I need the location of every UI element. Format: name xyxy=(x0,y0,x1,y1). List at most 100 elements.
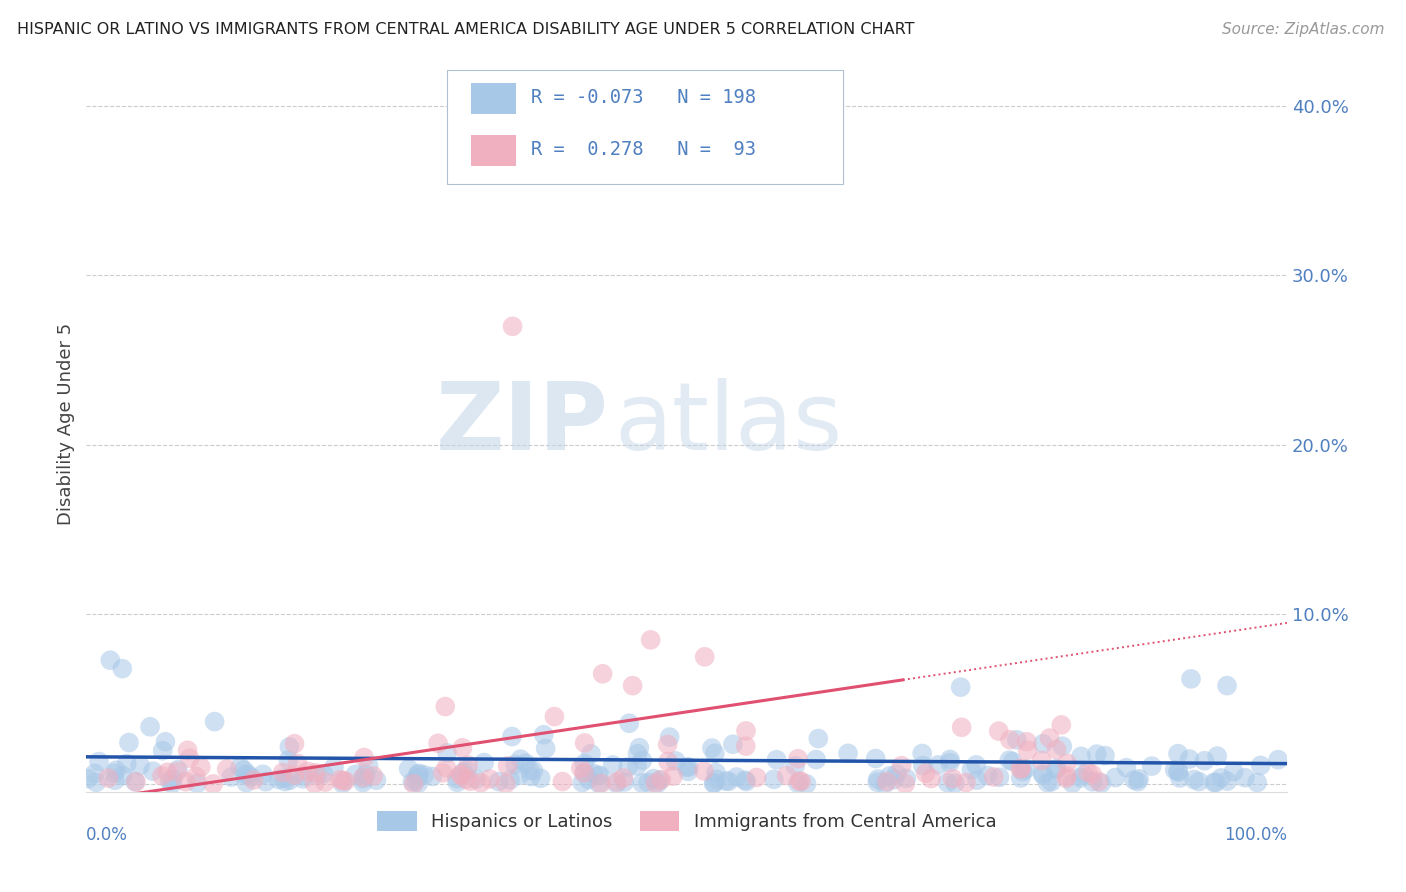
Point xyxy=(574,765,596,780)
Point xyxy=(323,760,346,774)
Point xyxy=(271,765,294,780)
Point xyxy=(312,767,335,781)
Point xyxy=(704,765,727,780)
Point xyxy=(1010,761,1032,775)
Point xyxy=(706,772,728,787)
Point xyxy=(125,774,148,789)
Point xyxy=(1167,747,1189,761)
Point xyxy=(278,773,301,788)
Point xyxy=(98,653,121,667)
Point xyxy=(920,772,942,786)
Point xyxy=(470,775,492,789)
Point xyxy=(543,709,565,723)
Point xyxy=(621,679,644,693)
Point xyxy=(1032,766,1054,780)
Point xyxy=(1010,771,1032,785)
Point xyxy=(354,767,377,781)
Point xyxy=(111,662,134,676)
Point xyxy=(522,764,544,778)
Point xyxy=(139,720,162,734)
Point xyxy=(1180,672,1202,686)
Point xyxy=(104,773,127,788)
Point xyxy=(363,769,385,783)
Point xyxy=(605,776,627,790)
Point xyxy=(703,776,725,790)
Point xyxy=(129,758,152,772)
Point xyxy=(569,761,592,775)
Point xyxy=(509,752,531,766)
Point xyxy=(941,772,963,786)
Point xyxy=(1085,747,1108,761)
Text: 0.0%: 0.0% xyxy=(86,826,128,844)
Point xyxy=(1168,771,1191,785)
Point xyxy=(219,770,242,784)
Point xyxy=(1073,767,1095,781)
Point xyxy=(460,774,482,789)
Point xyxy=(150,769,173,783)
Point xyxy=(179,751,201,765)
Point xyxy=(235,768,257,782)
Point xyxy=(1081,774,1104,789)
Point xyxy=(786,776,808,790)
Point xyxy=(87,755,110,769)
Point xyxy=(588,776,610,790)
Point xyxy=(1062,776,1084,790)
Point xyxy=(665,754,688,768)
Legend: Hispanics or Latinos, Immigrants from Central America: Hispanics or Latinos, Immigrants from Ce… xyxy=(370,804,1004,838)
Point xyxy=(1123,772,1146,787)
Point xyxy=(508,768,530,782)
Point xyxy=(589,768,612,782)
Point xyxy=(866,772,889,786)
Point xyxy=(406,767,429,781)
Point xyxy=(502,319,524,334)
Point xyxy=(837,747,859,761)
Point xyxy=(1202,775,1225,789)
Point xyxy=(427,736,450,750)
Point xyxy=(252,767,274,781)
Point xyxy=(574,736,596,750)
Point xyxy=(254,774,277,789)
Point xyxy=(160,777,183,791)
Point xyxy=(1011,764,1033,779)
Point xyxy=(408,776,430,790)
Point xyxy=(734,739,756,753)
Point xyxy=(1036,775,1059,789)
Point xyxy=(606,775,628,789)
Point xyxy=(658,730,681,744)
Point xyxy=(434,699,457,714)
Point xyxy=(804,753,827,767)
Point xyxy=(353,750,375,764)
Point xyxy=(519,764,541,778)
Point xyxy=(496,759,519,773)
Point xyxy=(432,765,454,780)
Point xyxy=(657,755,679,769)
Point xyxy=(174,774,197,789)
Point xyxy=(1090,776,1112,790)
Point xyxy=(111,768,134,782)
Point xyxy=(1182,772,1205,787)
Point xyxy=(401,774,423,789)
Point xyxy=(1234,771,1257,785)
Point xyxy=(745,771,768,785)
Point xyxy=(1010,762,1032,776)
Point xyxy=(273,771,295,785)
Point xyxy=(162,772,184,787)
Point xyxy=(950,720,973,734)
Point xyxy=(453,765,475,780)
Point xyxy=(434,761,457,775)
Point xyxy=(776,768,799,782)
Point xyxy=(914,766,936,780)
Point xyxy=(1015,735,1038,749)
Point xyxy=(1077,765,1099,780)
Point xyxy=(402,777,425,791)
Point xyxy=(703,776,725,790)
Point xyxy=(879,769,901,783)
Point xyxy=(643,772,665,786)
Point xyxy=(105,763,128,777)
Point xyxy=(124,774,146,789)
Point xyxy=(911,747,934,761)
Point xyxy=(1040,774,1063,789)
Point xyxy=(966,773,988,788)
Point xyxy=(202,777,225,791)
Point xyxy=(1056,769,1078,783)
